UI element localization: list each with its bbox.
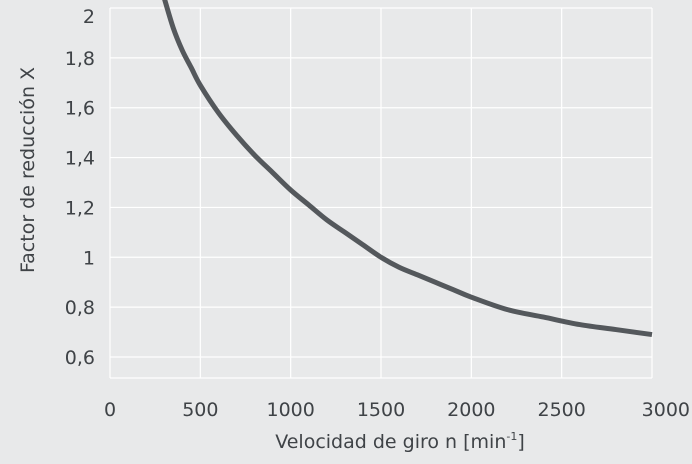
series-layer: [162, 0, 653, 338]
tick-labels: 0,6 0,8 1 1,2 1,4 1,6 1,8 2 0 500 1000 1500 2000 2500…: [65, 6, 690, 421]
y-tick-label: 0,8: [65, 297, 95, 319]
x-tick-label: 1000: [266, 399, 314, 421]
y-tick-label: 1,6: [65, 98, 95, 120]
grid: [109, 7, 653, 379]
y-tick-label: 1,2: [65, 197, 95, 219]
y-tick-label: 1: [83, 247, 95, 269]
x-tick-label: 2000: [447, 399, 495, 421]
x-tick-label: 2500: [537, 399, 585, 421]
y-tick-label: 2: [83, 6, 95, 28]
y-axis-label: Factor de reducción X: [17, 67, 39, 273]
y-tick-label: 1,8: [65, 48, 95, 70]
x-tick-label: 3000: [642, 399, 690, 421]
x-tick-label: 1500: [357, 399, 405, 421]
x-tick-label: 500: [182, 399, 218, 421]
y-tick-label: 0,6: [65, 347, 95, 369]
series-line: [162, 0, 653, 338]
x-tick-label: 0: [104, 399, 116, 421]
y-tick-label: 1,4: [65, 148, 95, 170]
x-axis-label: Velocidad de giro n [min-1]: [275, 430, 525, 453]
